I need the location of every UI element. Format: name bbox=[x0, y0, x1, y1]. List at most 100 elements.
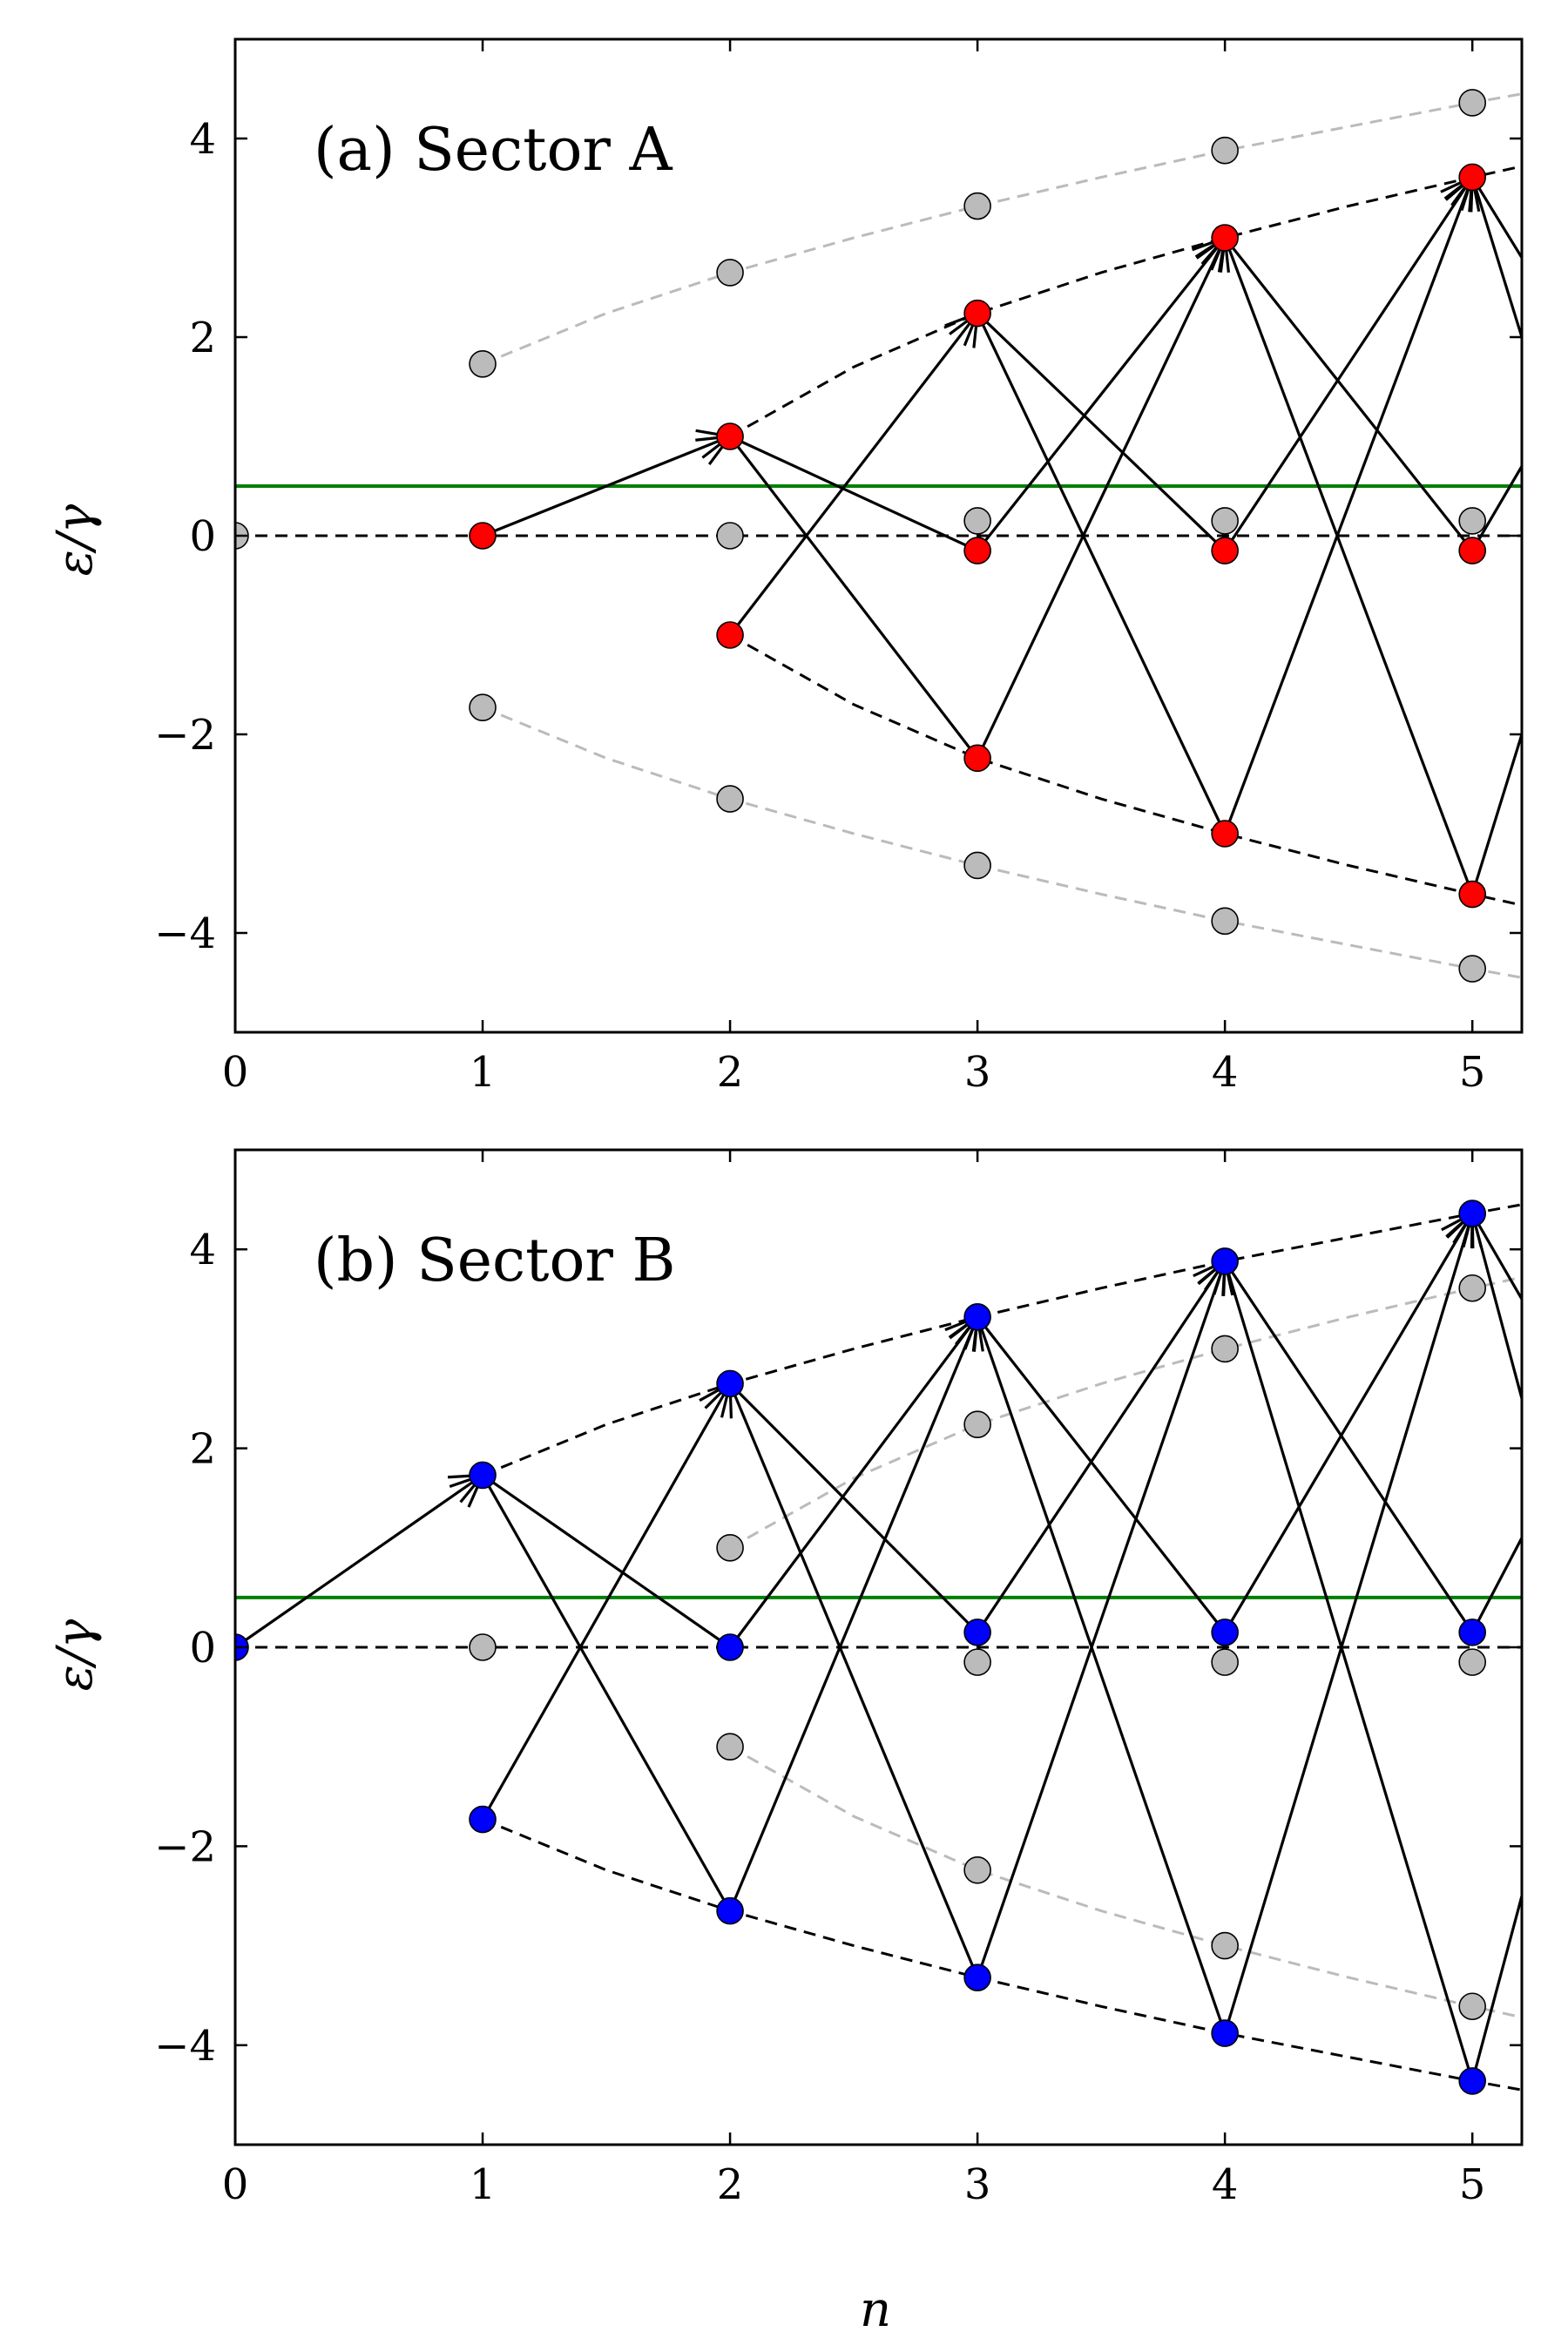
transition-line-5 bbox=[976, 237, 1227, 760]
highlighted-state-point-6 bbox=[1211, 224, 1239, 252]
gray-state-point-8 bbox=[1211, 1931, 1239, 1960]
highlighted-state-point-12 bbox=[1458, 1200, 1486, 1227]
highlighted-state-point-8 bbox=[1211, 820, 1239, 848]
ticks: 0 1 2 3 4 5 −4 −2 0 2 4 bbox=[154, 1150, 1522, 2209]
highlighted-state-point-1 bbox=[716, 422, 744, 450]
gray-state-point-8 bbox=[963, 851, 991, 880]
highlighted-state-point-5 bbox=[963, 744, 991, 773]
y-tick-label: 4 bbox=[189, 115, 216, 164]
transition-line-10 bbox=[976, 1315, 1227, 1633]
dashed-curve-1 bbox=[729, 165, 1522, 438]
y-tick-label: 0 bbox=[189, 1624, 216, 1673]
x-tick-label: 2 bbox=[717, 2160, 744, 2209]
x-tick-label: 1 bbox=[470, 2160, 497, 2209]
transition-line-1 bbox=[481, 1382, 732, 1821]
gray-state-point-11 bbox=[1211, 907, 1239, 936]
transition-line-7 bbox=[728, 1382, 979, 1978]
transition-line-3 bbox=[729, 435, 978, 552]
y-tick-label: −4 bbox=[154, 909, 216, 958]
transition-line-2 bbox=[728, 436, 979, 760]
transition-line-12 bbox=[1223, 1213, 1474, 1633]
transition-line-5 bbox=[728, 1316, 979, 1912]
gray-state-point-6 bbox=[963, 192, 991, 220]
gray-state-point-2 bbox=[716, 1733, 744, 1761]
y-axis-label: ε/γ bbox=[47, 504, 104, 576]
x-axis-label: n bbox=[860, 2281, 891, 2338]
x-tick-label: 3 bbox=[964, 1048, 991, 1097]
highlighted-state-point-9 bbox=[1211, 1247, 1239, 1275]
highlighted-state-point-10 bbox=[1211, 1619, 1239, 1646]
panel-title: (a) Sector A bbox=[314, 116, 673, 185]
dashed-curve-4 bbox=[729, 1745, 1522, 2019]
transition-line-18 bbox=[1470, 1537, 1522, 1633]
transition-line-0 bbox=[482, 435, 731, 537]
gray-state-point-1 bbox=[469, 349, 497, 378]
highlighted-state-point-6 bbox=[963, 1303, 991, 1331]
x-tick-label: 5 bbox=[1459, 1048, 1486, 1097]
highlighted-state-point-14 bbox=[1458, 2067, 1486, 2095]
y-tick-label: 4 bbox=[189, 1226, 216, 1274]
y-tick-label: 0 bbox=[189, 512, 216, 561]
highlighted-state-point-2 bbox=[716, 621, 744, 649]
transition-line-0 bbox=[235, 1474, 483, 1649]
panel-title: (b) Sector B bbox=[314, 1227, 675, 1295]
y-axis-label: ε/γ bbox=[47, 1619, 104, 1691]
transition-line-4 bbox=[976, 237, 1227, 552]
x-tick-label: 3 bbox=[964, 2160, 991, 2209]
transition-line-1 bbox=[728, 312, 979, 636]
x-tick-label: 4 bbox=[1212, 2160, 1239, 2209]
gray-state-point-3 bbox=[963, 1410, 991, 1438]
dashed-curve-2 bbox=[729, 633, 1522, 907]
gray-state-point-14 bbox=[1458, 955, 1486, 983]
x-tick-label: 0 bbox=[222, 1048, 249, 1097]
transition-line-4 bbox=[728, 1315, 979, 1648]
highlighted-state-point-7 bbox=[963, 1619, 991, 1646]
highlighted-state-point-3 bbox=[716, 1369, 744, 1398]
highlighted-state-point-4 bbox=[716, 1633, 744, 1661]
x-tick-label: 2 bbox=[717, 1048, 744, 1097]
dashed-curve-1 bbox=[482, 1203, 1522, 1477]
dashed-curve-4 bbox=[482, 706, 1522, 979]
y-tick-label: −2 bbox=[154, 1822, 216, 1871]
highlighted-state-point-5 bbox=[716, 1896, 744, 1925]
y-tick-label: −4 bbox=[154, 2022, 216, 2071]
gray-state-point-10 bbox=[1211, 507, 1239, 535]
highlighted-state-point-0 bbox=[469, 522, 497, 550]
transition-line-6 bbox=[977, 312, 1227, 552]
x-tick-label: 1 bbox=[470, 1048, 497, 1097]
plot-area bbox=[233, 37, 1524, 1034]
transition-line-11 bbox=[1223, 237, 1474, 896]
highlighted-state-point-8 bbox=[963, 1963, 991, 1991]
gray-state-point-9 bbox=[1458, 1274, 1486, 1302]
transition-line-11 bbox=[976, 1316, 1227, 2034]
highlighted-state-point-10 bbox=[1458, 537, 1486, 564]
gray-state-point-6 bbox=[1211, 1335, 1239, 1363]
highlighted-state-point-7 bbox=[1211, 537, 1239, 564]
highlighted-state-point-11 bbox=[1211, 2019, 1239, 2047]
dashed-curve-3 bbox=[729, 1275, 1522, 1550]
x-tick-label: 0 bbox=[222, 2160, 249, 2209]
highlighted-state-point-1 bbox=[469, 1461, 497, 1490]
ticks: 0 1 2 3 4 5 −4 −2 0 2 4 bbox=[154, 39, 1522, 1097]
gray-state-point-7 bbox=[1211, 1648, 1239, 1676]
transition-line-7 bbox=[976, 312, 1227, 835]
transition-line-8 bbox=[976, 1260, 1227, 1633]
gray-state-point-11 bbox=[1458, 1992, 1486, 2021]
dashed-curve-3 bbox=[482, 92, 1522, 366]
transition-line-2 bbox=[482, 1474, 731, 1649]
x-tick-label: 4 bbox=[1212, 1048, 1239, 1097]
gray-state-point-5 bbox=[716, 785, 744, 813]
gray-state-point-10 bbox=[1458, 1648, 1486, 1676]
highlighted-state-point-3 bbox=[963, 299, 991, 328]
transition-line-13 bbox=[1223, 1213, 1474, 2034]
highlighted-state-point-13 bbox=[1458, 1619, 1486, 1646]
highlighted-state-point-9 bbox=[1458, 163, 1486, 192]
gray-state-point-5 bbox=[963, 1856, 991, 1884]
transition-line-15 bbox=[1470, 733, 1522, 896]
transition-line-10 bbox=[1223, 237, 1474, 552]
highlighted-state-point-4 bbox=[963, 537, 991, 564]
transition-line-12 bbox=[1470, 176, 1522, 259]
gray-state-point-0 bbox=[469, 1633, 497, 1661]
transition-line-6 bbox=[728, 1382, 979, 1633]
